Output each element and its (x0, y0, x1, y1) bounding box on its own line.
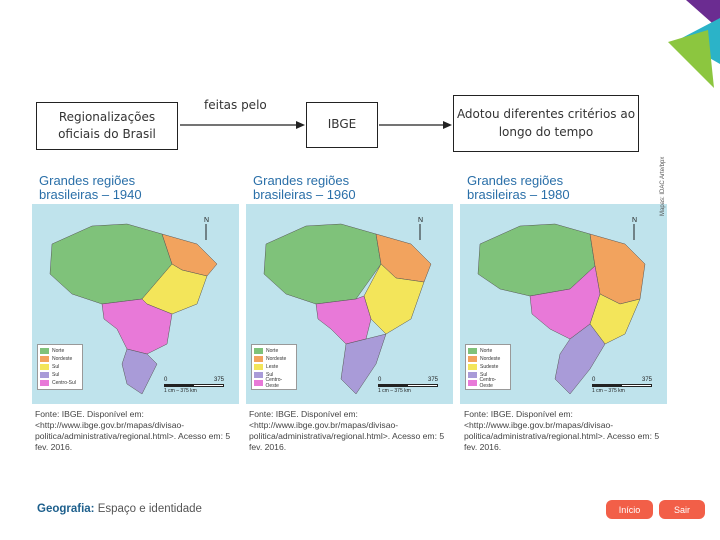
map-title-line2: brasileiras – 1940 (39, 187, 142, 202)
map-scale: 0 375 1 cm – 375 km (592, 377, 652, 394)
exit-button[interactable]: Sair (659, 500, 705, 519)
map-source: Fonte: IBGE. Disponível em: <http://www.… (35, 409, 231, 452)
scale-max: 375 (427, 377, 438, 383)
legend-label: Sul (52, 364, 60, 370)
map-title-line1: Grandes regiões (467, 173, 564, 188)
map-title-line1: Grandes regiões (253, 173, 350, 188)
footer-title: Geografia: Espaço e identidade (37, 503, 202, 515)
arrow-icon (180, 121, 305, 129)
map-source: Fonte: IBGE. Disponível em: <http://www.… (249, 409, 445, 452)
scale-max: 375 (213, 377, 224, 383)
legend-label: Centro-Oeste (479, 377, 497, 389)
legend-label: Norte (480, 348, 493, 354)
map-title: Grandes regiões brasileiras – 1960 (246, 172, 453, 204)
subject-label: Geografia: (37, 503, 95, 515)
arrow-icon (379, 121, 452, 129)
criteria-box: Adotou diferentes critérios ao longo do … (453, 95, 639, 152)
legend-label: Sul (52, 372, 60, 378)
map-scale: 0 375 1 cm – 375 km (378, 377, 438, 394)
scale-min: 0 (592, 377, 596, 383)
scale-unit: 1 cm – 375 km (378, 388, 411, 394)
start-button[interactable]: Início (606, 500, 653, 519)
scale-unit: 1 cm – 375 km (592, 388, 625, 394)
legend-label: Sul (480, 372, 488, 378)
legend-label: Sul (266, 372, 274, 378)
map-title-line1: Grandes regiões (39, 173, 136, 188)
map-legend: Norte Nordeste Leste Sul Centro-Oeste (251, 344, 297, 390)
legend-label: Sudeste (480, 364, 499, 370)
brazil-map-1940: N (49, 217, 218, 395)
legend-label: Nordeste (52, 356, 73, 362)
criteria-label: Adotou diferentes critérios ao longo do … (456, 107, 636, 139)
regionalizations-label: Regionalizações oficiais do Brasil (58, 109, 156, 141)
svg-text:N: N (204, 217, 209, 224)
map-scale: 0 375 1 cm – 375 km (164, 377, 224, 394)
map-source: Fonte: IBGE. Disponível em: <http://www.… (464, 409, 660, 452)
scale-min: 0 (378, 377, 382, 383)
brand-logo-icon (668, 0, 720, 88)
map-1940: Grandes regiões brasileiras – 1940 N Nor… (32, 172, 239, 404)
legend-label: Norte (52, 348, 65, 354)
legend-label: Centro-Sul (52, 380, 76, 386)
legend-label: Nordeste (266, 356, 287, 362)
ibge-label: IBGE (327, 117, 357, 132)
map-legend: Norte Nordeste Sul Sul Centro-Sul (37, 344, 83, 390)
map-1960: Grandes regiões brasileiras – 1960 N Nor… (246, 172, 453, 404)
scale-min: 0 (164, 377, 168, 383)
map-title: Grandes regiões brasileiras – 1980 (460, 172, 667, 204)
made-by-label: feitas pelo (204, 98, 267, 112)
subject-subtitle: Espaço e identidade (97, 503, 202, 515)
regionalizations-box: Regionalizações oficiais do Brasil (36, 102, 178, 150)
svg-text:N: N (632, 217, 637, 224)
svg-text:N: N (418, 217, 423, 224)
legend-label: Norte (266, 348, 279, 354)
legend-label: Centro-Oeste (265, 377, 283, 389)
map-title-line2: brasileiras – 1960 (253, 187, 356, 202)
legend-label: Nordeste (480, 356, 501, 362)
scale-unit: 1 cm – 375 km (164, 388, 197, 394)
legend-label: Leste (266, 364, 279, 370)
map-title: Grandes regiões brasileiras – 1940 (32, 172, 239, 204)
map-1980: Grandes regiões brasileiras – 1980 N Nor… (460, 172, 667, 404)
scale-max: 375 (641, 377, 652, 383)
ibge-box: IBGE (306, 102, 378, 148)
brazil-map-1980: N (477, 217, 646, 395)
map-legend: Norte Nordeste Sudeste Sul Centro-Oeste (465, 344, 511, 390)
map-credit: Mapas: IDAC Arte/bpx (660, 156, 666, 216)
brazil-map-1960: N (263, 217, 432, 395)
map-title-line2: brasileiras – 1980 (467, 187, 570, 202)
